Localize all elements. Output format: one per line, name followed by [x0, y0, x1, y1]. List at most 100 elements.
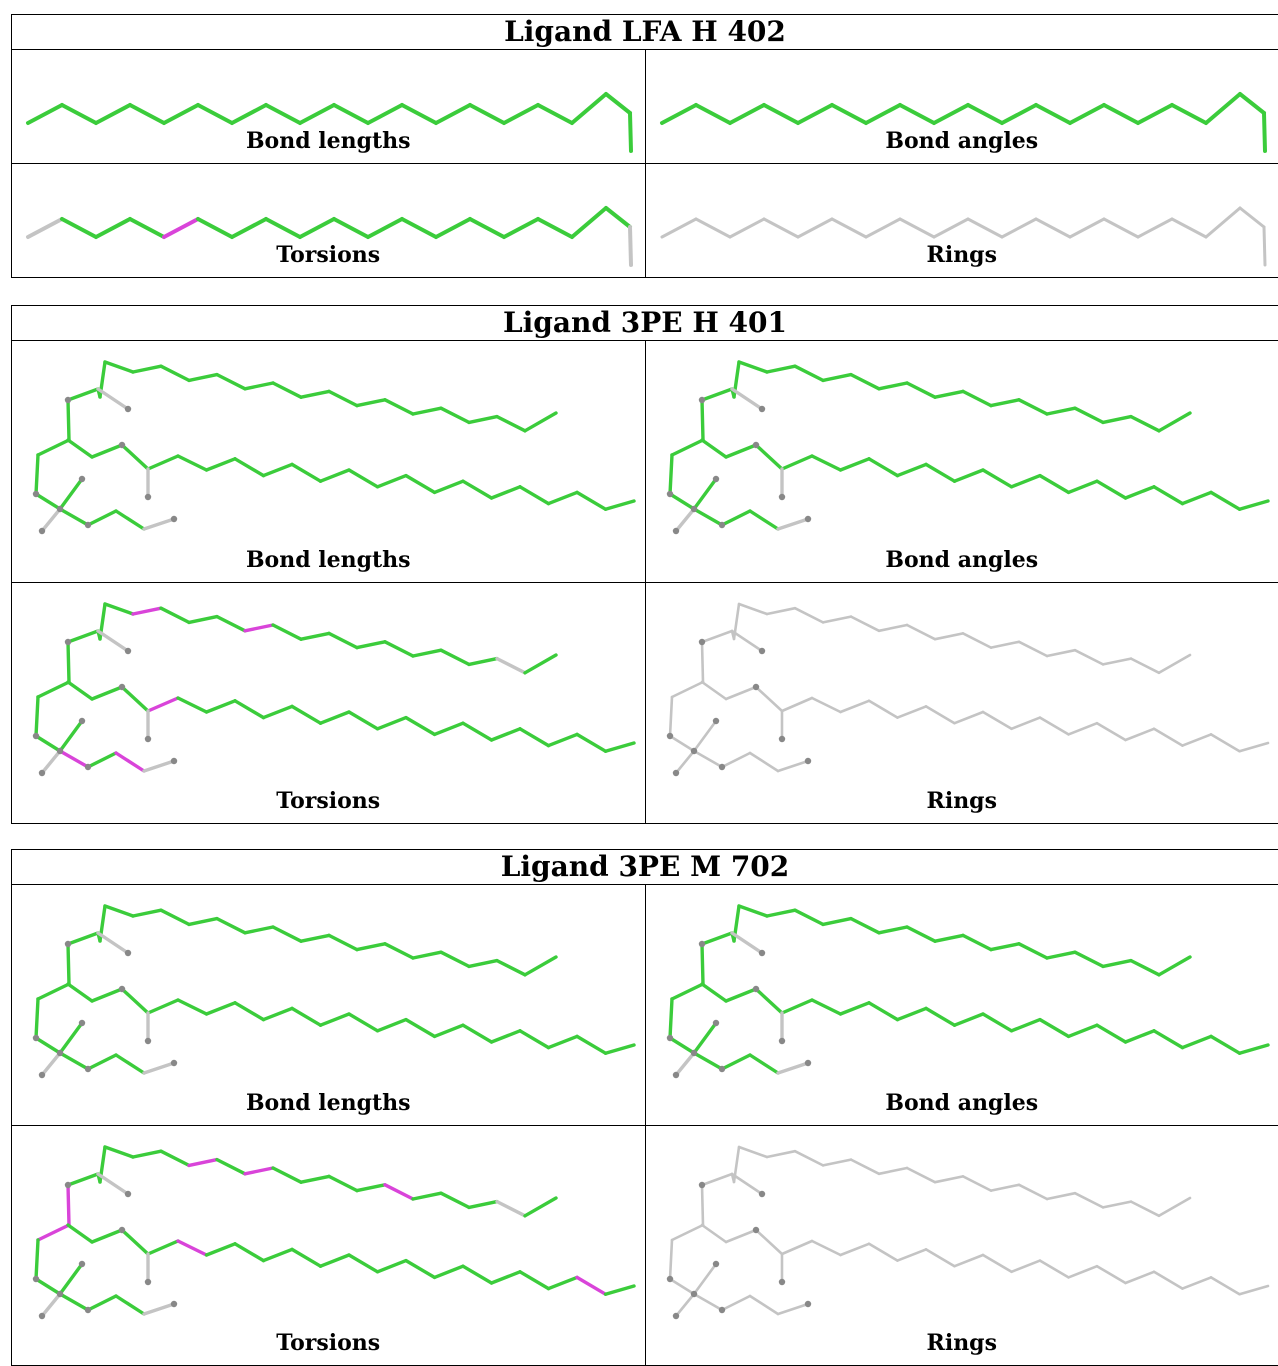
atom: [712, 717, 719, 725]
bond: [980, 1012, 1013, 1033]
torsions-panel: Torsions: [11, 1125, 646, 1366]
bond: [700, 629, 733, 644]
bond: [1237, 741, 1269, 753]
bond: [1152, 727, 1184, 747]
bond: [793, 1149, 824, 1167]
bond: [667, 1036, 696, 1055]
bond: [404, 715, 437, 737]
bond: [699, 931, 734, 946]
bond: [366, 103, 404, 125]
bond: [1044, 950, 1077, 960]
bond: [603, 1284, 636, 1296]
bond: [604, 206, 632, 229]
panel-caption: Bond lengths: [245, 547, 411, 573]
bond: [628, 111, 633, 153]
bond: [952, 468, 985, 483]
bond: [776, 759, 809, 773]
bond: [895, 1248, 927, 1262]
bond: [673, 507, 696, 533]
bond: [730, 1172, 763, 1196]
bond: [1066, 1264, 1098, 1279]
rings-panel: Rings: [644, 1125, 1278, 1366]
panel-caption: Torsions: [276, 1330, 381, 1356]
bond: [981, 710, 1013, 731]
atom: [758, 1190, 765, 1198]
bond: [233, 457, 266, 478]
bond: [467, 958, 499, 969]
bond: [1095, 1264, 1127, 1285]
bond: [383, 640, 415, 658]
bond: [120, 685, 150, 713]
bond: [489, 1029, 522, 1044]
bond: [90, 987, 124, 1003]
atom: [38, 1071, 46, 1079]
bond: [34, 1238, 40, 1281]
bond: [58, 477, 84, 511]
bond: [215, 916, 247, 935]
bond: [1156, 955, 1192, 977]
bond: [204, 1001, 237, 1016]
atom: [752, 1226, 759, 1234]
bond: [60, 217, 98, 239]
bond: [128, 217, 166, 239]
bond: [674, 749, 695, 775]
bond: [737, 602, 768, 616]
bond: [876, 381, 909, 391]
bond: [299, 1174, 331, 1184]
bond: [864, 217, 901, 239]
bond: [290, 1247, 323, 1268]
bond: [96, 629, 130, 653]
bond: [1209, 733, 1241, 753]
bond: [849, 615, 880, 633]
bond: [668, 1277, 695, 1296]
bond: [792, 364, 825, 383]
bond: [120, 443, 150, 471]
bond: [699, 398, 705, 442]
bond: [779, 998, 814, 1015]
atom: [758, 405, 765, 413]
atom: [672, 1071, 679, 1079]
bond: [1045, 648, 1076, 658]
bond: [36, 680, 71, 699]
atom: [32, 490, 40, 498]
bond: [659, 103, 698, 125]
bond: [1237, 499, 1270, 511]
bond: [58, 749, 90, 769]
bond: [729, 387, 764, 411]
panel-caption: Bond angles: [885, 547, 1039, 573]
bond: [58, 1262, 84, 1296]
bond: [327, 933, 359, 952]
bond: [719, 509, 752, 527]
bond: [988, 942, 1021, 952]
bond: [375, 1258, 408, 1274]
bond: [1169, 103, 1208, 125]
bond: [404, 473, 437, 495]
molecule-diagram: [32, 602, 636, 777]
bond: [810, 1239, 842, 1257]
bond: [162, 217, 200, 239]
bond: [820, 372, 853, 383]
bond: [243, 623, 275, 633]
rings-panel: Rings: [644, 582, 1278, 824]
bond: [96, 387, 130, 411]
bond-angles-panel: Bond angles: [644, 340, 1278, 583]
bond: [1038, 1259, 1070, 1279]
bond: [1072, 950, 1105, 969]
bond: [146, 1239, 180, 1256]
atom: [804, 1300, 811, 1308]
atom: [666, 490, 673, 498]
bond: [603, 499, 636, 511]
bond: [1209, 1276, 1241, 1296]
atom: [666, 732, 673, 740]
bond: [1009, 1017, 1042, 1033]
bond: [489, 727, 522, 742]
bond: [461, 479, 494, 500]
bond: [66, 982, 94, 1003]
bond: [1016, 398, 1049, 416]
bond: [34, 453, 40, 496]
bond: [829, 103, 868, 125]
bond: [230, 217, 268, 239]
atom: [712, 1260, 719, 1268]
bond: [691, 477, 718, 511]
molecule-diagram: [660, 206, 1266, 267]
